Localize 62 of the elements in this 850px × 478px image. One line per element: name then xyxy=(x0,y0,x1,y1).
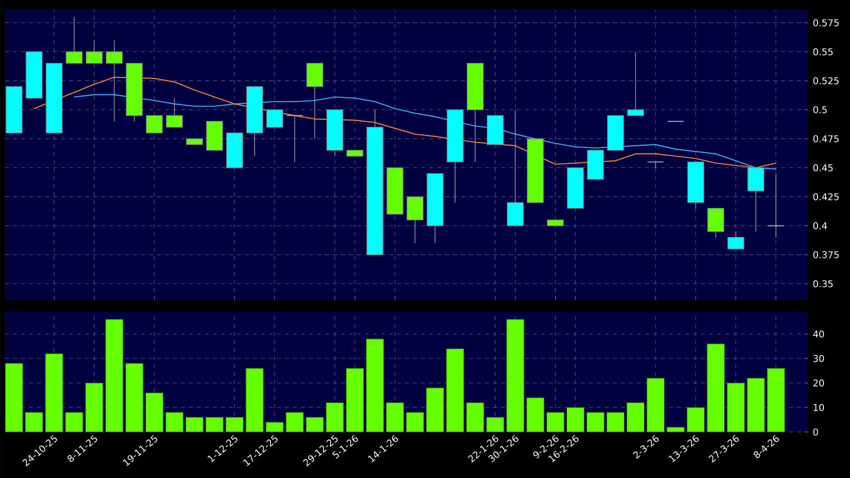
candlestick xyxy=(86,40,103,64)
y-tick-label: 0.5 xyxy=(813,106,827,114)
candlestick xyxy=(707,208,724,238)
y-tick-label: 20 xyxy=(813,379,824,387)
y-tick-label: 40 xyxy=(813,330,824,338)
y-tick-label: 0.425 xyxy=(813,193,839,200)
y-tick-label: 0.525 xyxy=(813,77,839,84)
candlestick xyxy=(286,115,304,162)
bar xyxy=(546,412,564,432)
candlestick xyxy=(627,51,644,116)
y-tick-label: 0.4 xyxy=(813,222,828,230)
bar xyxy=(5,363,24,432)
y-tick-label: 0.575 xyxy=(813,19,839,26)
bar xyxy=(746,378,765,432)
bar xyxy=(646,378,665,432)
bar xyxy=(606,412,625,432)
bar xyxy=(226,417,244,432)
candlestick xyxy=(727,231,744,250)
bar xyxy=(145,392,164,432)
line-series xyxy=(74,94,776,170)
y-tick-label: 0.375 xyxy=(813,251,839,258)
bar xyxy=(386,402,404,432)
bar xyxy=(466,402,484,432)
bar xyxy=(766,368,785,432)
candlestick xyxy=(166,98,183,128)
bar xyxy=(65,412,84,432)
bar xyxy=(446,348,464,432)
y-tick-label: 30 xyxy=(813,354,824,362)
y-tick-label: 0.35 xyxy=(813,280,833,288)
y-tick-label: 0.55 xyxy=(813,48,833,56)
bar xyxy=(526,397,544,432)
bar xyxy=(165,412,184,432)
bar xyxy=(185,417,204,432)
bar xyxy=(366,338,384,432)
bar xyxy=(626,402,645,432)
y-tick-label: 10 xyxy=(814,404,824,412)
bar xyxy=(125,363,144,432)
bar xyxy=(45,353,64,432)
y-tick-label: 0.45 xyxy=(813,164,833,172)
bar xyxy=(566,407,584,432)
candlestick xyxy=(306,63,324,140)
candlestick xyxy=(767,173,784,238)
y-tick-label: 0.475 xyxy=(813,135,839,142)
candlestick xyxy=(66,16,83,64)
bar xyxy=(726,382,745,432)
bar xyxy=(426,388,444,432)
bar xyxy=(246,368,264,432)
candlestick xyxy=(406,196,424,244)
bar xyxy=(586,412,604,432)
candlestick xyxy=(266,109,284,128)
bar xyxy=(266,422,284,432)
bar xyxy=(206,417,224,432)
bar xyxy=(406,412,424,432)
bar xyxy=(326,402,344,432)
candlestick xyxy=(106,40,123,122)
bar xyxy=(666,426,685,432)
y-tick-label: 0 xyxy=(813,428,818,436)
candlestick xyxy=(146,115,163,134)
bar xyxy=(346,368,364,432)
candlestick xyxy=(748,167,764,232)
bar xyxy=(25,412,44,432)
candlestick xyxy=(506,109,524,226)
